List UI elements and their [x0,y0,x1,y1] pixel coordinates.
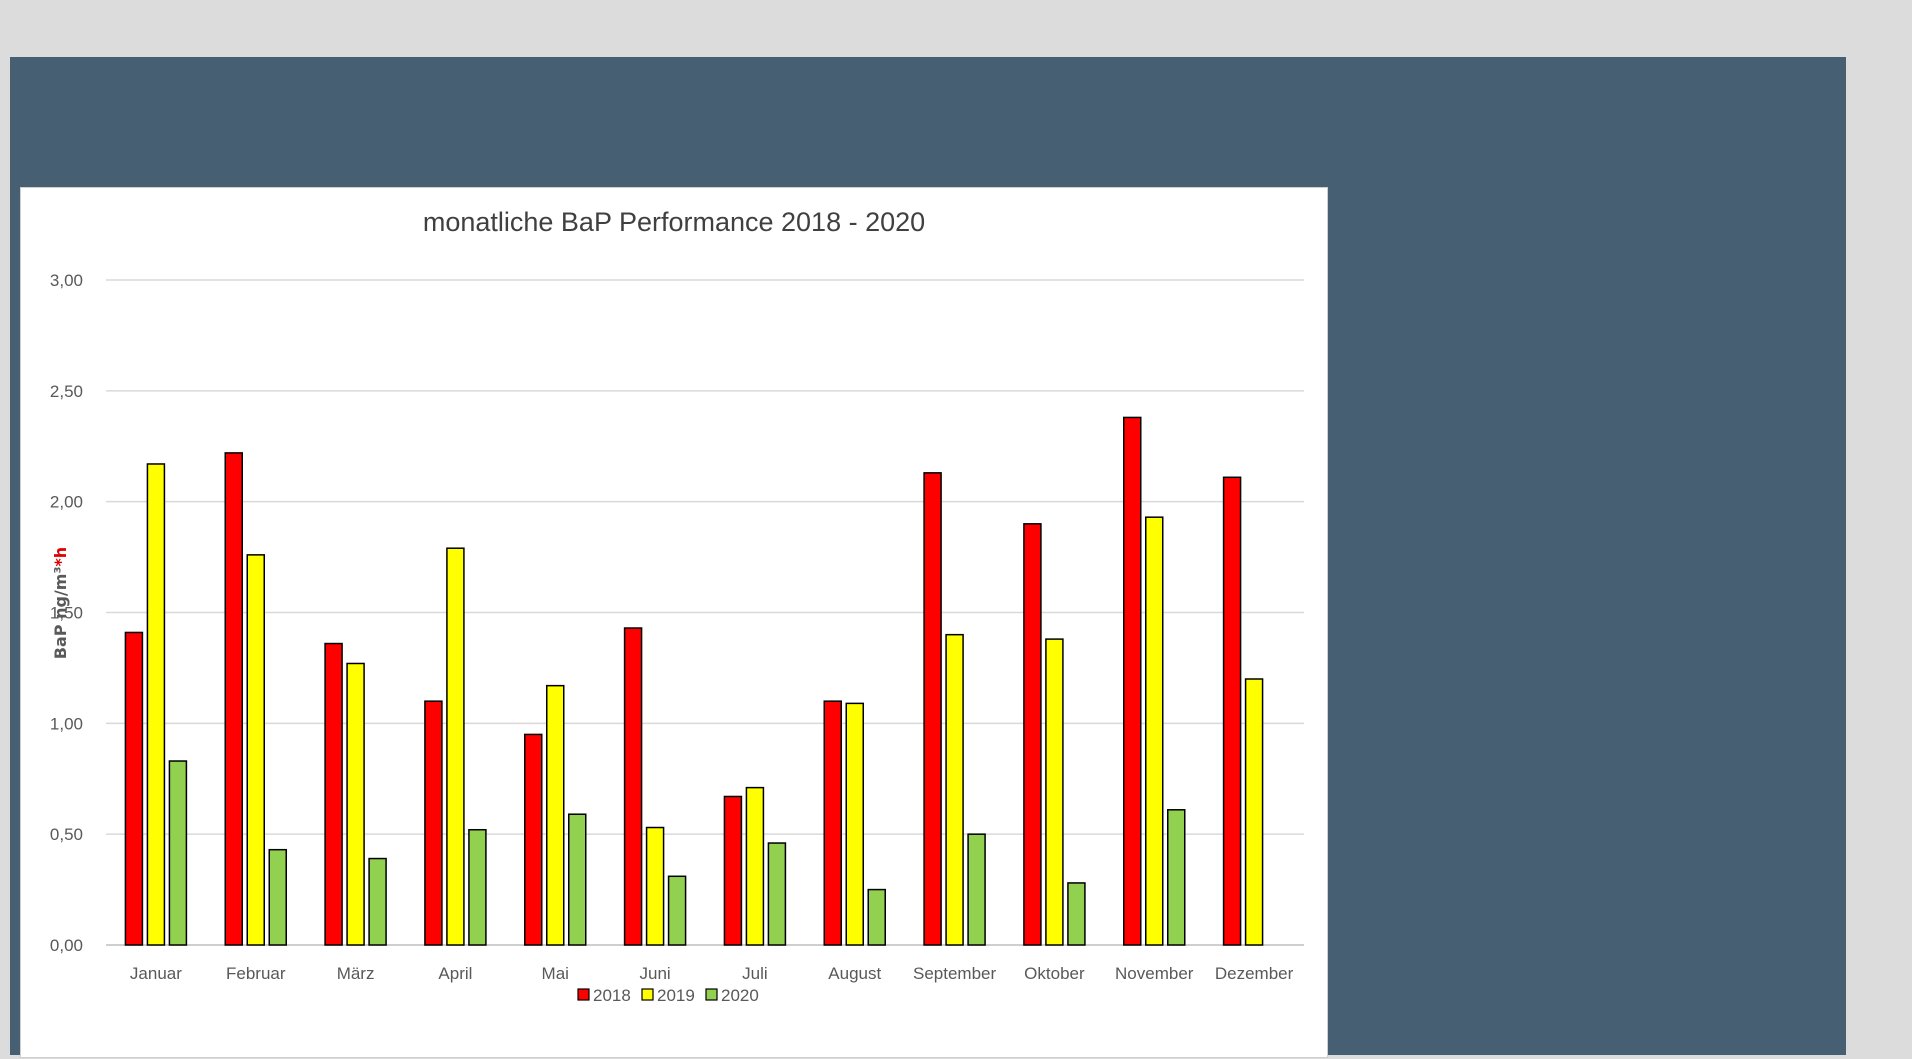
x-axis-ticks: Januar Februar März April Mai Juni Juli August S… [130,964,1294,983]
bar-2018-März [324,642,343,946]
legend-label-2019: 2019 [657,986,695,1005]
bars [124,416,1264,946]
bar-2019-November [1145,516,1164,946]
bar-2019-August [845,702,864,946]
y-tick-label: 2,00 [50,493,83,512]
legend-swatch-2019 [641,988,654,1001]
bar-chart: monatliche BaP Performance 2018 - 2020 0… [50,207,1304,1005]
bar-2019-Oktober [1045,638,1064,946]
bar-2019-Dezember [1244,678,1264,946]
x-tick-label: Mai [542,964,569,983]
bar-2019-Februar [246,554,265,946]
gridlines [106,279,1304,946]
bar-2018-April [424,700,443,946]
x-tick-label: Juli [742,964,768,983]
bar-2018-Dezember [1222,476,1242,946]
bar-2019-September [945,633,964,946]
bar-2018-Februar [224,452,243,946]
x-tick-label: Dezember [1215,964,1294,983]
slide-background: monatliche BaP Performance 2018 - 2020 0… [10,57,1846,1058]
y-axis-label-suffix: *h [51,547,70,567]
x-tick-label: August [828,964,881,983]
chart-title: monatliche BaP Performance 2018 - 2020 [423,207,925,237]
legend-swatch-2020 [705,988,718,1001]
bar-2019-Januar [146,463,166,946]
bar-2020-Juni [667,875,687,946]
bar-2018-Oktober [1023,523,1042,946]
bar-2020-Februar [268,848,287,946]
bar-2020-Juli [767,842,787,946]
x-tick-label: November [1115,964,1194,983]
x-tick-label: April [438,964,472,983]
y-tick-label: 0,00 [50,936,83,955]
legend-swatch-2018 [577,988,590,1001]
bar-2019-März [346,662,365,946]
x-tick-label: Juni [639,964,670,983]
bar-2018-Juni [623,627,643,946]
y-axis-label: BaP ng/m³*h [51,547,70,659]
bar-2018-August [823,700,842,946]
bar-2020-März [368,857,387,946]
y-tick-label: 0,50 [50,825,83,844]
bar-2020-Mai [568,813,587,946]
y-tick-label: 2,50 [50,382,83,401]
bar-2020-Januar [168,760,188,946]
bar-2018-November [1123,416,1142,946]
bar-2018-September [923,472,942,946]
bar-2019-Mai [546,684,565,946]
y-axis-ticks: 0,00 0,50 1,00 1,50 2,00 2,50 3,00 [50,271,83,955]
bar-2020-April [468,828,487,946]
bar-2020-November [1167,809,1186,946]
x-tick-label: Januar [130,964,182,983]
y-tick-label: 3,00 [50,271,83,290]
y-axis-label-main: BaP ng/m³ [51,567,70,660]
y-tick-label: 1,00 [50,714,83,733]
bar-2020-Oktober [1067,882,1086,946]
x-tick-label: Oktober [1024,964,1085,983]
bar-2019-Juli [745,786,765,946]
bar-2019-April [446,547,465,946]
chart-card: monatliche BaP Performance 2018 - 2020 0… [20,187,1328,1058]
x-tick-label: September [913,964,996,983]
bar-2018-Mai [524,733,543,946]
bar-2018-Juli [723,795,743,946]
bar-2020-August [867,888,886,946]
x-tick-label: Februar [226,964,286,983]
bar-2018-Januar [124,631,144,946]
bar-2019-Juni [645,826,665,946]
legend-label-2018: 2018 [593,986,631,1005]
legend: 2018 2019 2020 [577,986,759,1005]
bar-2020-September [967,833,986,946]
y-tick-label: 1,50 [50,604,83,623]
x-tick-label: März [337,964,375,983]
legend-label-2020: 2020 [721,986,759,1005]
